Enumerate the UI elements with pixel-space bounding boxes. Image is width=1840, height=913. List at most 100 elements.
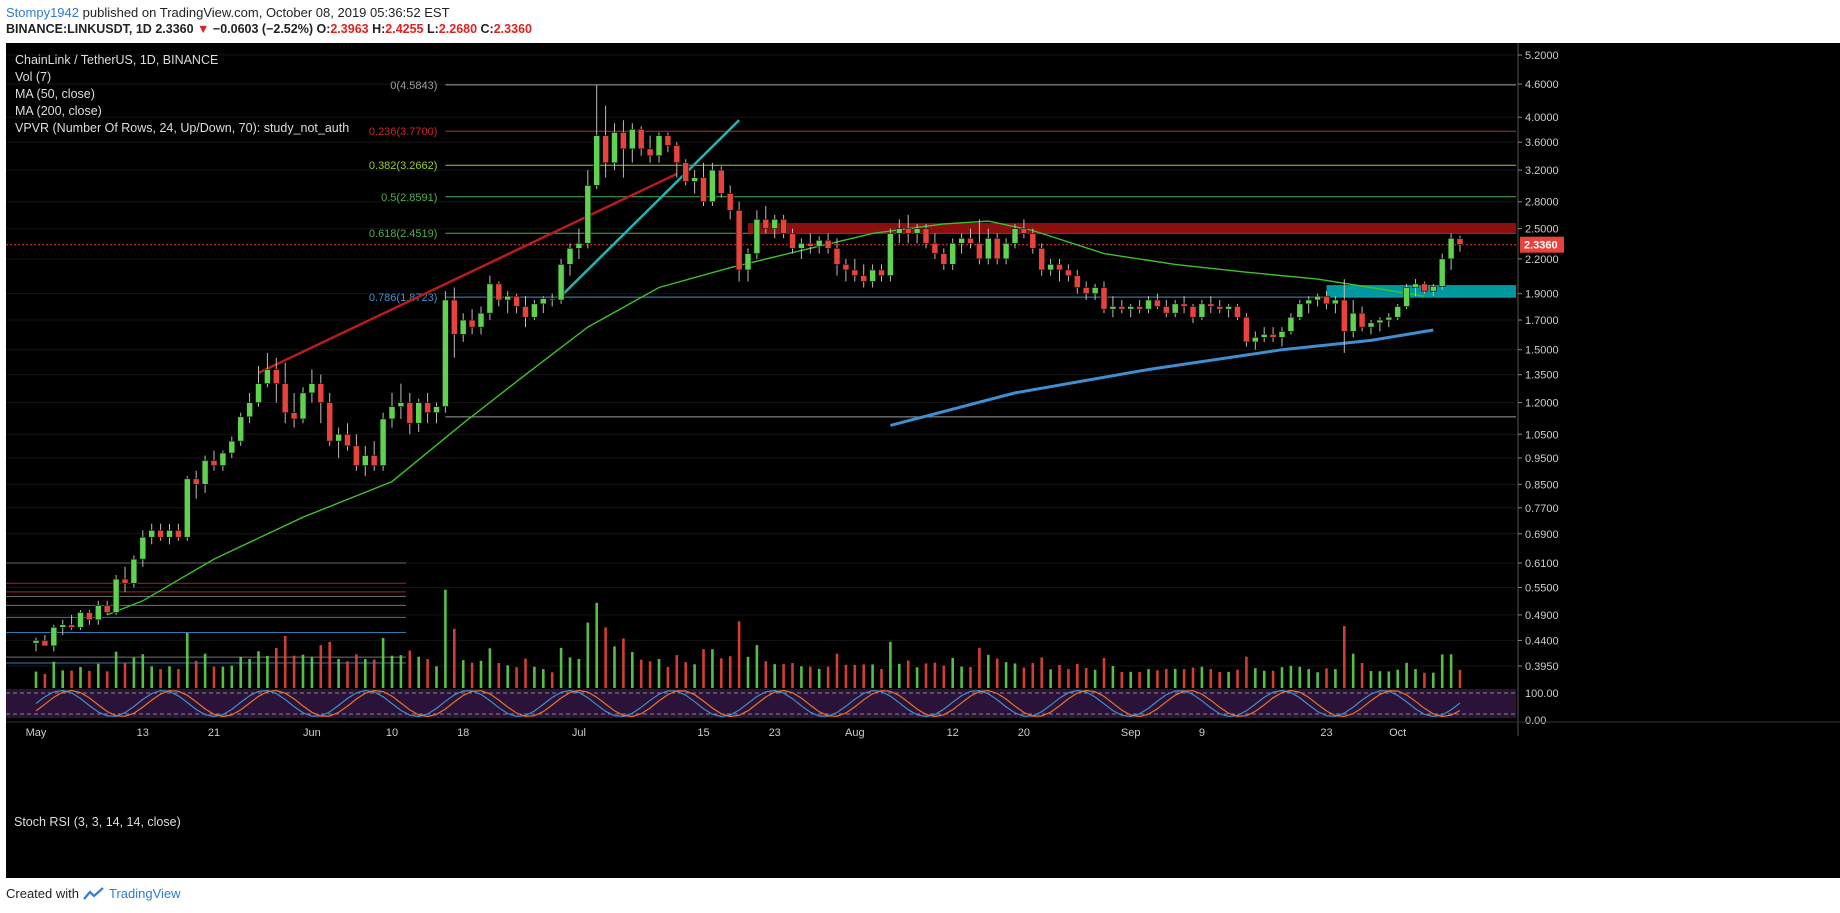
candle — [237, 416, 244, 442]
volume-bar — [114, 651, 118, 688]
volume-bar — [239, 656, 242, 688]
volume-bar — [1138, 671, 1141, 688]
high-value: 2.4255 — [385, 22, 424, 36]
candle — [272, 369, 280, 384]
volume-bar — [470, 662, 474, 688]
time-tick-label: May — [26, 727, 47, 739]
tradingview-link[interactable]: TradingView — [108, 886, 181, 901]
time-tick-label: 15 — [697, 727, 709, 739]
time-tick-label: 20 — [1018, 727, 1030, 739]
change-value: −0.0603 (−2.52%) — [212, 22, 313, 36]
volume-bar — [1289, 665, 1293, 688]
volume-bar — [880, 668, 883, 688]
price-tick-label: 0.7700 — [1525, 503, 1559, 515]
price-tick-label: 2.8000 — [1525, 197, 1559, 209]
red-trendline — [257, 172, 678, 375]
candle — [709, 169, 716, 203]
volume-bar — [355, 654, 358, 688]
volume-bar — [720, 658, 723, 688]
candle — [655, 135, 663, 157]
candle — [628, 129, 636, 150]
legend-vpvr[interactable]: VPVR (Number Of Rows, 24, Up/Down, 70): … — [15, 121, 350, 135]
candle — [1305, 299, 1312, 305]
candle — [175, 530, 182, 538]
candle — [68, 624, 75, 628]
candle — [1287, 316, 1295, 332]
volume-bar — [266, 655, 269, 688]
candle — [993, 237, 1001, 260]
candle — [379, 418, 387, 466]
price-chart[interactable]: 0(4.5843) 0.236(3.7700) 0.382(3.2662) 0.5(2… — [6, 43, 1840, 878]
volume-bar — [1414, 669, 1417, 688]
volume-bar — [453, 628, 456, 688]
candle — [602, 135, 609, 164]
candle — [976, 242, 983, 260]
volume-bar — [1129, 671, 1132, 688]
volume-bar — [657, 658, 661, 688]
volume-bar — [88, 670, 91, 688]
time-tick-label: 18 — [457, 727, 469, 739]
volume-bar — [488, 648, 492, 688]
volume-bar — [1432, 672, 1435, 688]
candle — [1269, 334, 1277, 338]
volume-bar — [809, 666, 812, 688]
grid — [6, 54, 1516, 667]
volume-bar — [364, 658, 367, 688]
volume-bar — [1307, 669, 1310, 688]
volume-bar — [1387, 671, 1391, 688]
volume-bar — [479, 660, 483, 688]
volume-bar — [1458, 669, 1462, 688]
volume-bar — [533, 666, 536, 688]
volume-bar — [52, 661, 56, 688]
candle — [1038, 248, 1045, 271]
volume-bar — [230, 665, 234, 688]
legend-vol[interactable]: Vol (7) — [15, 70, 52, 84]
price-tick-label: 1.5000 — [1525, 345, 1559, 357]
volume-bar — [639, 659, 643, 688]
legend-ma50[interactable]: MA (50, close) — [15, 87, 95, 101]
volume-bar — [132, 657, 136, 688]
candle — [335, 433, 342, 442]
time-tick-label: 23 — [1320, 727, 1332, 739]
candle — [1278, 331, 1286, 338]
candle — [1136, 306, 1143, 310]
candle — [584, 185, 592, 244]
volume-bar — [1378, 671, 1382, 688]
volume-bar — [123, 663, 127, 688]
candle — [1065, 269, 1072, 276]
candle — [1109, 306, 1117, 310]
volume-bar — [221, 666, 225, 688]
price-tick-label: 1.9000 — [1525, 289, 1559, 301]
volume-bar — [1449, 654, 1453, 688]
volume-bar — [1254, 668, 1257, 688]
volume-bar — [568, 657, 572, 688]
volume-bar — [1173, 668, 1177, 688]
legend-ma200[interactable]: MA (200, close) — [15, 104, 102, 118]
price-tick-label: 4.0000 — [1525, 112, 1559, 124]
candle — [130, 558, 138, 584]
volume-bar — [328, 641, 331, 688]
time-axis: May 13 21 Jun 10 18 Jul 15 23 Aug 12 20 Sep 9 23 Oct — [6, 721, 1840, 739]
candle — [1314, 295, 1321, 301]
legend-title: ChainLink / TetherUS, 1D, BINANCE — [15, 53, 219, 67]
footer-text: Created with — [6, 886, 79, 901]
candle — [184, 478, 191, 538]
volume-bar — [1165, 668, 1168, 688]
candle — [815, 239, 823, 247]
price-tick-label: 5.2000 — [1525, 50, 1559, 62]
volume-bar — [604, 627, 607, 688]
candle — [1243, 316, 1250, 343]
chart-area[interactable]: 0(4.5843) 0.236(3.7700) 0.382(3.2662) 0.5(2… — [6, 43, 1840, 878]
author-link[interactable]: Stompy1942 — [6, 5, 79, 20]
candle — [664, 135, 672, 146]
volume-bar — [1423, 672, 1426, 688]
volume-bar — [319, 645, 323, 688]
candles — [32, 85, 1464, 652]
volume-bar — [1334, 669, 1337, 688]
candle — [219, 452, 227, 466]
candle — [1100, 287, 1108, 310]
stoch-rsi-label[interactable]: Stoch RSI (3, 3, 14, 14, close) — [14, 815, 181, 829]
candle — [1180, 303, 1188, 307]
volume-bar — [906, 660, 910, 688]
volume-bar — [381, 637, 385, 688]
